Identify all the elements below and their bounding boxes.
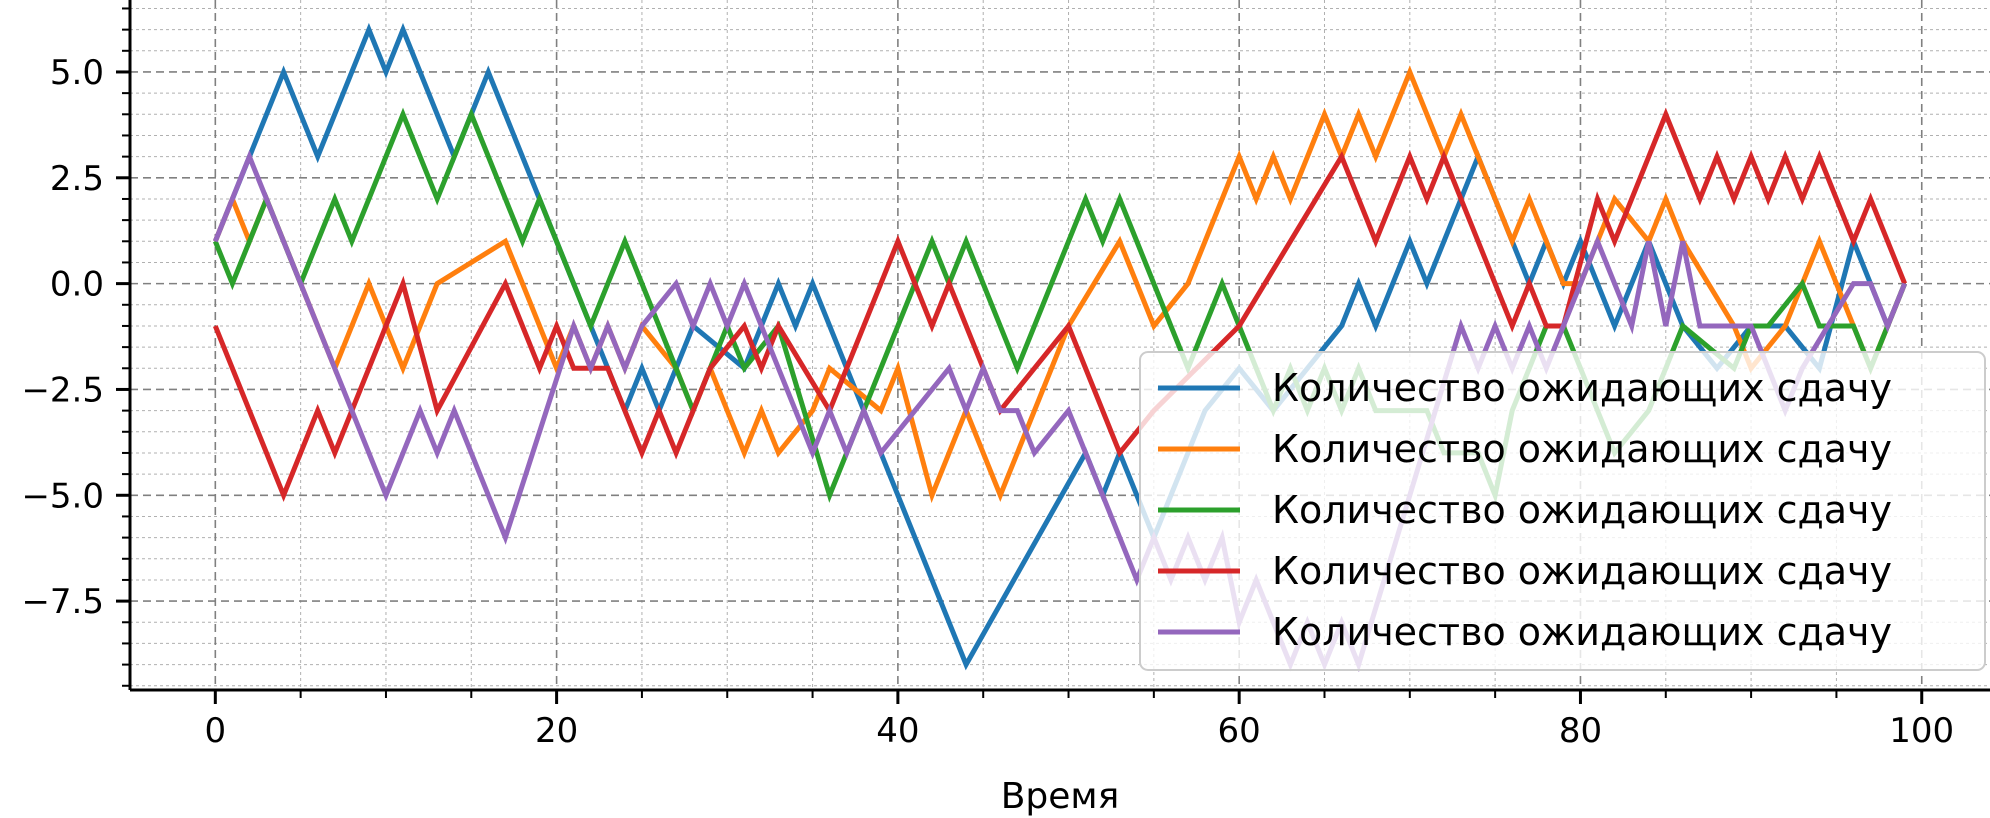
legend-label-1: Количество ожидающих сдачу (1272, 366, 1892, 410)
x-tick-label: 20 (535, 711, 578, 751)
y-tick-label: −2.5 (21, 370, 104, 410)
x-tick-label: 0 (205, 711, 227, 751)
y-tick-label: 2.5 (50, 159, 104, 199)
y-tick-label: −5.0 (21, 476, 104, 516)
legend-box (1139, 351, 1986, 671)
x-tick-label: 80 (1559, 711, 1602, 751)
series-line-2 (212, 65, 1908, 504)
x-axis-label: Время (1001, 776, 1120, 817)
legend-label-3: Количество ожидающих сдачу (1272, 488, 1892, 532)
y-tick-label: 0.0 (50, 265, 104, 305)
series-line-4 (212, 107, 1908, 502)
x-tick-label: 100 (1889, 711, 1954, 751)
y-tick-label: −7.5 (21, 582, 104, 622)
legend-label-4: Количество ожидающих сдачу (1272, 549, 1892, 593)
legend-label-5: Количество ожидающих сдачу (1272, 610, 1892, 654)
axes: 0 20 40 60 80 100 5.0 2.5 0.0 −2.5 −5.0 −7.5 (21, 0, 1990, 751)
x-tick-label: 60 (1218, 711, 1261, 751)
y-tick-label: 5.0 (50, 53, 104, 93)
legend: Количество ожидающих сдачу Количество ожи… (1139, 351, 1986, 671)
legend-label-2: Количество ожидающих сдачу (1272, 427, 1892, 471)
x-tick-label: 40 (876, 711, 919, 751)
